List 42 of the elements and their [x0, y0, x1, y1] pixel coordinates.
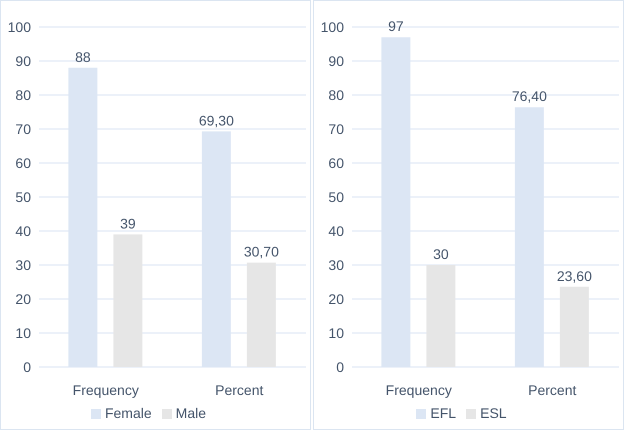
x-tick-label: Frequency [72, 382, 139, 398]
x-tick-label: Percent [528, 382, 576, 398]
y-tick-label: 60 [328, 154, 344, 171]
legend-label: EFL [430, 405, 456, 421]
y-tick-label: 0 [336, 358, 344, 375]
y-tick-label: 20 [328, 290, 344, 307]
data-label: 30 [433, 246, 449, 262]
data-label: 69,30 [198, 112, 234, 128]
bar [246, 262, 276, 367]
y-tick-label: 10 [15, 324, 32, 341]
legend-label: Male [176, 405, 206, 421]
y-tick-label: 60 [15, 154, 32, 171]
legend-label: ESL [480, 405, 507, 421]
bar [426, 265, 456, 367]
y-tick-label: 70 [15, 120, 32, 137]
data-label: 97 [388, 18, 404, 34]
bar [560, 286, 589, 367]
legend-label: Female [104, 405, 152, 421]
y-tick-label: 50 [15, 188, 32, 205]
y-tick-label: 70 [328, 120, 344, 137]
y-tick-label: 80 [15, 86, 32, 103]
y-tick-label: 40 [15, 222, 32, 239]
data-label: 76,40 [512, 88, 548, 104]
x-tick-label: Frequency [386, 382, 452, 398]
y-tick-label: 90 [328, 52, 344, 69]
y-tick-label: 40 [328, 222, 344, 239]
y-tick-label: 30 [328, 256, 344, 273]
y-tick-label: 20 [15, 290, 32, 307]
data-label: 23,60 [556, 268, 592, 284]
x-tick-label: Percent [215, 382, 264, 398]
y-tick-label: 100 [8, 18, 32, 35]
y-tick-label: 80 [328, 86, 344, 103]
y-tick-label: 100 [320, 18, 344, 35]
y-tick-label: 90 [15, 52, 32, 69]
data-label: 30,70 [244, 244, 280, 260]
y-tick-label: 10 [328, 324, 344, 341]
y-tick-label: 30 [15, 256, 32, 273]
data-label: 88 [75, 48, 91, 65]
y-tick-label: 0 [23, 358, 32, 375]
data-label: 39 [120, 215, 136, 232]
y-tick-label: 50 [328, 188, 344, 205]
bar [113, 234, 142, 367]
